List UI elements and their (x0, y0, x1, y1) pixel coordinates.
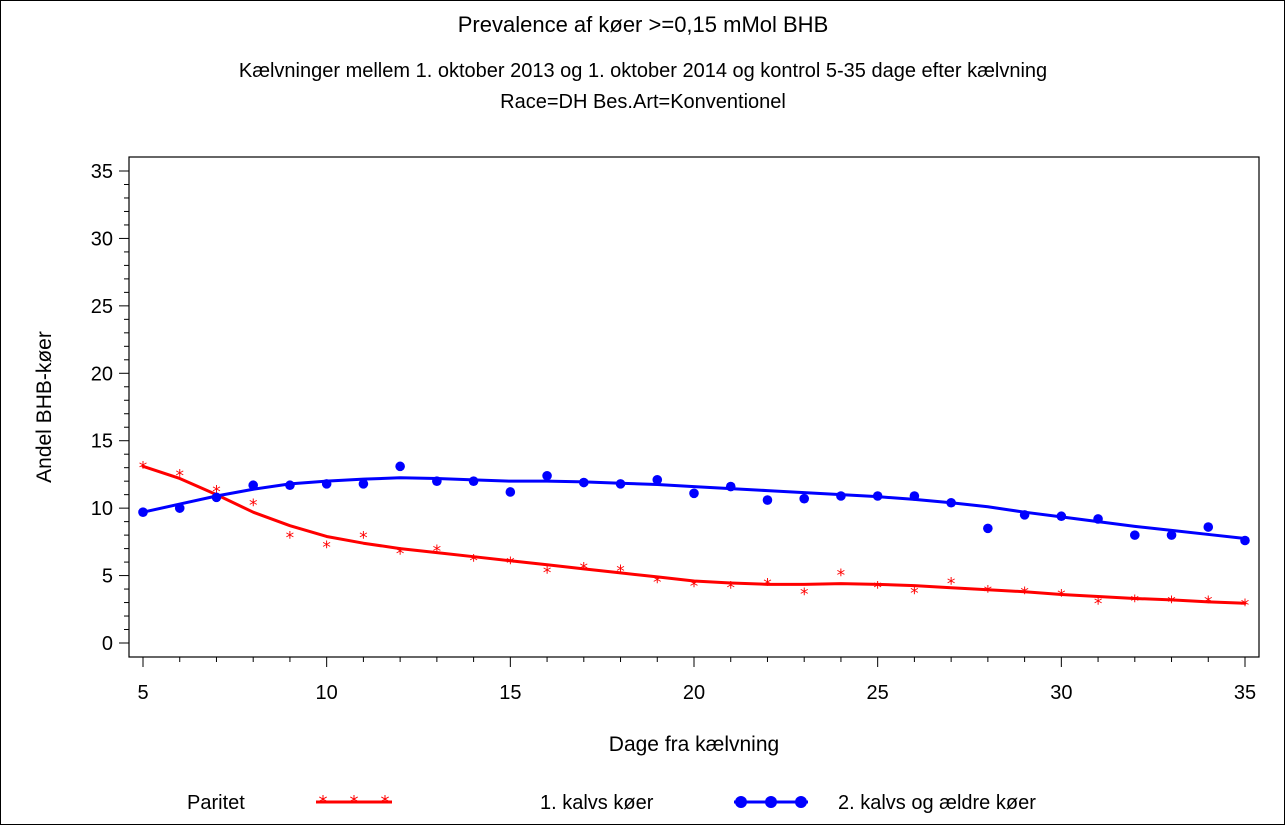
y-tick-label: 20 (91, 363, 113, 385)
series-1-point: * (984, 582, 993, 602)
x-axis: 5 10 15 20 25 30 35 (137, 657, 1256, 704)
series-2-point (762, 495, 773, 505)
y-tick-label: 15 (91, 431, 113, 453)
series-2-point (468, 476, 479, 486)
series-1-point: * (616, 562, 625, 582)
series-2-point (1203, 522, 1214, 532)
series-2-point (1093, 514, 1103, 524)
series-2-smooth-line (141, 476, 1247, 540)
series-2-point (946, 497, 956, 508)
series-1-point: * (763, 576, 772, 596)
x-tick-label: 20 (683, 682, 705, 704)
series-1-point: * (506, 554, 515, 574)
legend-marker-series-1-a: * (319, 792, 328, 813)
series-layer: ******************************* (138, 458, 1250, 616)
series-1-point: * (139, 458, 148, 478)
series-1-point: * (653, 573, 662, 593)
series-2-point (652, 475, 663, 485)
series-1-point: * (1057, 586, 1066, 606)
series-2-point (285, 480, 295, 491)
series-2-point (689, 488, 699, 499)
series-1-point: * (947, 574, 956, 594)
series-1-point: * (469, 551, 478, 571)
legend-marker-series-2-b (765, 796, 777, 808)
series-2-point (432, 476, 442, 486)
series-2-point (1130, 530, 1140, 540)
series-1-point: * (249, 496, 258, 516)
series-2-point (1019, 510, 1030, 520)
series-1-point: * (1094, 595, 1103, 615)
legend-marker-series-1-c: * (381, 792, 390, 813)
y-tick-label: 35 (91, 161, 113, 183)
series-1-smooth-line (141, 464, 1247, 605)
series-2-point (248, 480, 258, 491)
legend-title: Paritet (187, 792, 245, 814)
legend-label-series-2: 2. kalvs og ældre køer (838, 792, 1036, 814)
legend-marker-series-2-c (795, 796, 807, 808)
series-1-point: * (1204, 593, 1213, 613)
chart-title: Prevalence af køer >=0,15 mMol BHB (458, 12, 829, 37)
series-1-point: * (837, 566, 846, 586)
series-2-point (983, 523, 993, 534)
series-2-point (1240, 535, 1250, 546)
y-tick-label: 0 (102, 633, 113, 655)
y-tick-label: 5 (102, 566, 113, 588)
series-2-point (836, 491, 846, 501)
x-tick-label: 30 (1050, 682, 1072, 704)
chart-subtitle-1: Kælvninger mellem 1. oktober 2013 og 1. … (239, 60, 1047, 82)
series-1-point: * (175, 466, 184, 486)
y-tick-label: 10 (91, 498, 113, 520)
legend-marker-series-2-a (735, 796, 747, 808)
series-1-point: * (873, 578, 882, 598)
y-tick-label: 30 (91, 228, 113, 250)
chart-subtitle-2: Race=DH Bes.Art=Konventionel (500, 91, 786, 113)
series-2-point (615, 479, 626, 489)
series-1-point: * (1131, 592, 1140, 612)
series-2-point (358, 479, 369, 489)
series-2-point (799, 493, 809, 504)
series-1-point: * (1020, 584, 1029, 604)
series-1-point: * (433, 542, 442, 562)
series-1-point: * (543, 564, 552, 584)
series-2-point (1166, 530, 1177, 540)
series-1-point: * (1241, 596, 1250, 616)
legend: Paritet * * * 1. kalvs køer 2. kalvs og … (187, 792, 1036, 814)
series-1-point: * (359, 528, 368, 548)
series-1-point: * (286, 528, 295, 548)
x-axis-label: Dage fra kælvning (609, 733, 779, 756)
series-1-point: * (726, 578, 735, 598)
x-tick-label: 15 (499, 682, 521, 704)
legend-marker-series-1-b: * (350, 792, 359, 813)
series-2-point (579, 477, 589, 488)
series-2-point (542, 470, 552, 481)
series-2-point (1056, 511, 1067, 522)
series-2-point (138, 507, 148, 517)
series-2-point (174, 503, 185, 513)
legend-label-series-1: 1. kalvs køer (540, 792, 654, 814)
y-axis-label: Andel BHB-køer (33, 331, 56, 483)
series-2-point (321, 479, 332, 489)
y-axis: 0 5 10 15 20 25 30 35 (91, 161, 129, 655)
series-2-point (211, 492, 222, 503)
series-1-point: * (1167, 593, 1176, 613)
series-2 (138, 461, 1250, 546)
series-2-point (505, 487, 516, 497)
series-2-point (725, 481, 736, 492)
series-2-point (395, 461, 405, 472)
series-2-point (872, 491, 883, 501)
x-tick-label: 25 (867, 682, 889, 704)
x-tick-label: 5 (137, 682, 148, 704)
x-tick-label: 10 (316, 682, 338, 704)
series-1-point: * (322, 538, 331, 558)
y-tick-label: 25 (91, 296, 113, 318)
series-1-point: * (396, 545, 405, 565)
series-1-point: * (690, 577, 699, 597)
series-1-point: * (580, 559, 589, 579)
series-2-point (909, 491, 920, 501)
series-1-point: * (910, 584, 919, 604)
series-1-point: * (800, 585, 809, 605)
x-tick-label: 35 (1234, 682, 1256, 704)
